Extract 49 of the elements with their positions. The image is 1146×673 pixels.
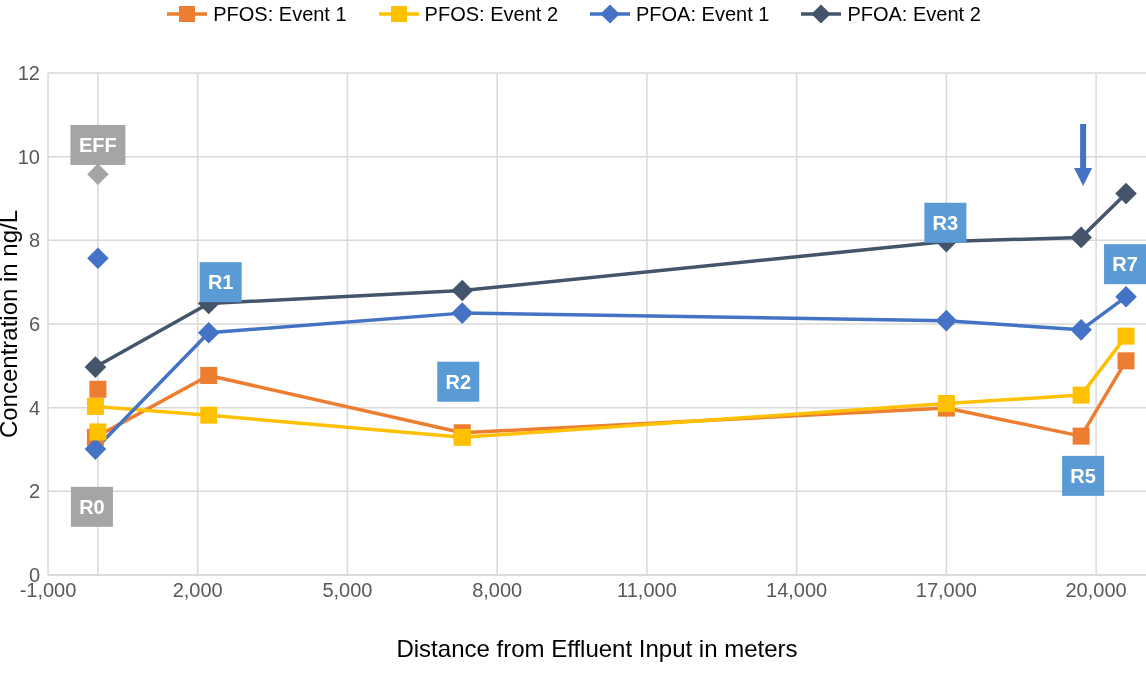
annotation: R5 [1070,464,1096,487]
point [1070,226,1092,249]
annotation: R1 [207,271,234,294]
legend-label: PFOA: Event 1 [636,2,770,26]
annotation: R7 [1112,253,1138,276]
point [1115,182,1137,205]
point [1070,319,1092,341]
point [89,380,107,398]
point [84,356,107,378]
y-axis-title: Concentration in ng/L [0,209,22,439]
point [197,321,220,344]
x-tick-label: 20,000 [1065,579,1127,602]
x-tick-label: 14,000 [766,579,828,602]
point [200,366,218,384]
legend-label: PFOS: Event 2 [424,2,558,26]
annotation: R0 [79,495,105,518]
annotation: EFF [79,133,117,156]
legend-label: PFOA: Event 2 [847,2,981,26]
y-tick-label: 10 [17,145,40,168]
annotation: R2 [445,370,472,393]
annotation: R3 [932,211,959,234]
y-tick-label: 12 [17,62,40,85]
point [200,406,218,424]
point [1115,286,1137,308]
point [1072,427,1090,445]
point [1117,327,1135,345]
y-tick-label: 2 [28,480,40,503]
point [935,309,958,332]
point [453,428,471,446]
legend-label: PFOS: Event 1 [213,2,347,26]
x-tick-label: 8,000 [472,579,523,602]
point [87,163,109,186]
x-tick-label: 5,000 [322,579,373,602]
point [937,394,955,412]
y-tick-label: 6 [28,313,40,336]
x-tick-label: 2,000 [172,579,223,602]
point [86,397,104,415]
x-tick-label: 17,000 [915,579,977,602]
x-tick-label: 11,000 [617,579,677,602]
point [1117,352,1135,370]
x-axis-title: Distance from Effluent Input in meters [396,635,798,662]
point [84,438,107,460]
point [451,279,474,302]
point [451,302,474,324]
point [89,423,107,441]
point [87,247,109,270]
y-tick-label: 4 [28,396,40,419]
point [1072,386,1090,404]
y-tick-label: 8 [28,229,40,252]
